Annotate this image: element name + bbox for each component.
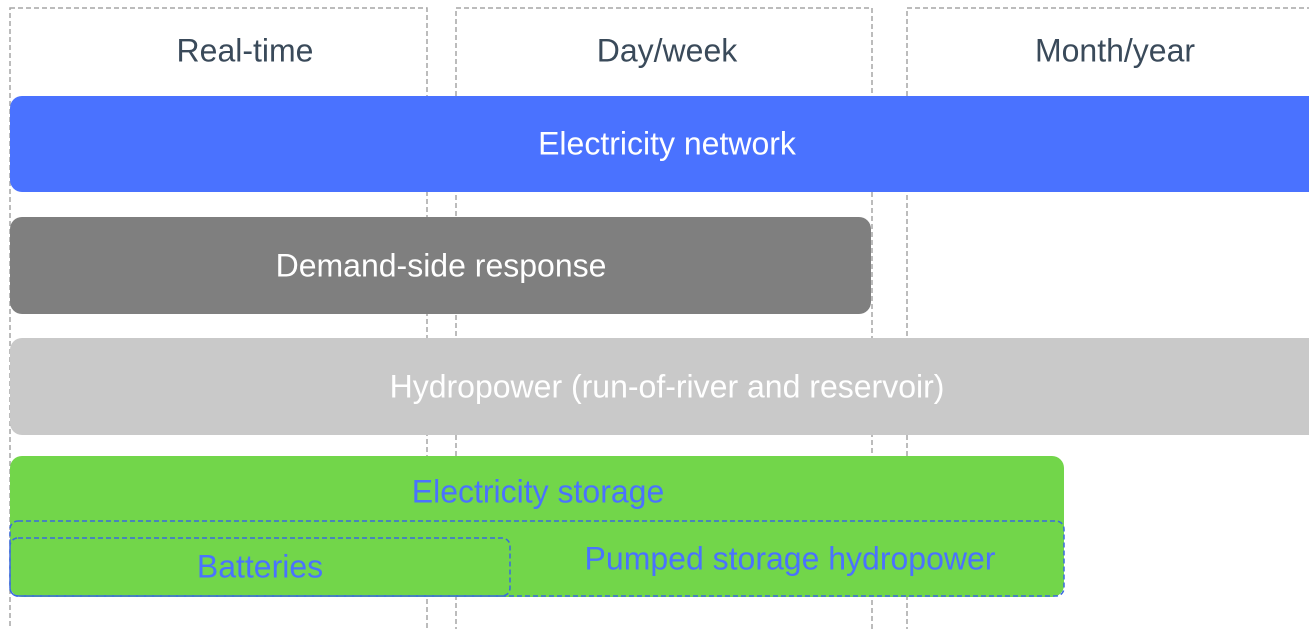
bar-label: Hydropower (run-of-river and reservoir) — [390, 368, 945, 404]
bar-label: Demand-side response — [276, 247, 607, 283]
column-header: Month/year — [1035, 32, 1195, 68]
column-header: Real-time — [177, 32, 314, 68]
bar — [10, 338, 1309, 435]
bar-label: Electricity network — [538, 125, 797, 161]
sub-label: Batteries — [197, 548, 323, 584]
bar — [10, 96, 1309, 192]
sub-box — [9, 537, 511, 597]
column-frame — [455, 7, 873, 634]
column-frame — [906, 7, 1309, 634]
bar — [10, 217, 871, 314]
column-headers: Real-time Day/week Month/year — [177, 32, 1196, 68]
column-frame — [9, 7, 428, 634]
storage-label: Electricity storage — [412, 473, 665, 509]
sub-label: Pumped storage hydropower — [585, 540, 996, 576]
storage-bar — [10, 456, 1064, 597]
column-header: Day/week — [597, 32, 739, 68]
column-frames — [9, 7, 1309, 634]
